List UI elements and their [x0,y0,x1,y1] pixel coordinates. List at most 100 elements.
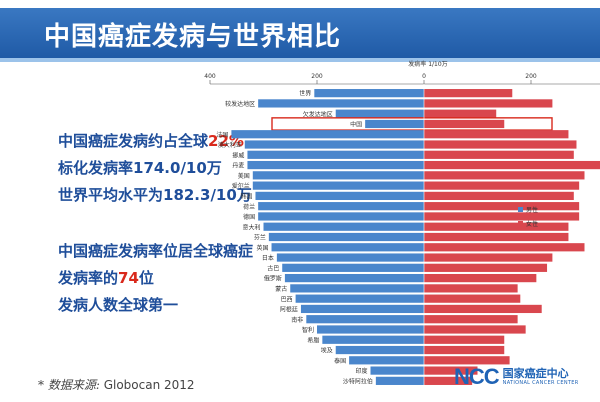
x-tick-label: 400 [204,73,216,80]
bar-female [424,119,505,129]
bar-female [424,253,553,262]
category-label: 南非 [291,316,303,324]
bar-male [231,130,424,139]
bar-male [247,160,424,170]
source-value: Globocan 2012 [103,378,195,392]
bar-male [335,109,424,118]
bar-female [424,304,542,314]
bar-female [424,160,600,170]
category-label: 意大利 [242,223,260,231]
bar-female [424,345,505,355]
category-label: 韩国 [240,193,252,201]
statement-share-text: 中国癌症发病约占全球 [58,132,209,150]
legend-swatch [518,207,523,212]
title-bar [0,8,600,58]
bar-male [258,212,424,221]
bar-male [375,376,424,385]
statement-china-rate: 标化发病率174.0/10万 [58,159,222,177]
category-label: 希腊 [307,336,319,344]
highlight-box-china [271,117,553,131]
bar-female [424,356,510,365]
bar-male [365,119,424,129]
bar-male [322,335,424,344]
bar-male [271,243,424,252]
category-label: 泰国 [334,357,346,365]
bar-male [252,171,424,180]
bar-female [424,243,585,252]
category-label: 英国 [257,244,269,252]
bar-female [424,315,518,324]
category-label: 挪威 [232,151,244,159]
legend-label: 男性 [526,206,538,214]
category-label: 埃及 [321,347,333,355]
category-label: 日本 [262,254,274,262]
category-label: 德国 [243,213,255,221]
category-label: 欠发达地区 [303,110,333,118]
bar-male [252,181,424,190]
bar-female [424,366,478,375]
x-tick-label: 0 [422,73,426,80]
bar-male [268,232,424,242]
statement-rank: 中国癌症发病率位居全球癌症 [58,242,254,260]
bar-female [424,284,518,293]
bar-female [424,222,569,231]
bar-male [255,191,424,201]
bar-female [424,202,580,211]
bar-female [424,140,577,149]
category-label: 古巴 [267,264,279,272]
bar-female [424,150,574,159]
logo-mark: NCC [454,364,500,390]
bar-female [424,99,553,108]
slide-title: 中国癌症发病与世界相比 [44,22,342,52]
bar-male [258,202,424,211]
bar-male [247,150,424,159]
bar-female [424,171,585,180]
ncc-logo: NCC 国家癌症中心 NATIONAL CANCER CENTER [454,364,579,390]
statement-rank-number: 74 [118,269,139,287]
bar-female [424,335,505,344]
bar-male [370,366,424,375]
legend-label: 女性 [526,220,538,228]
category-label: 澳大利亚 [218,141,242,149]
statement-rank-suffix: 位 [138,269,154,287]
bar-male [306,315,424,324]
bar-female [424,130,569,139]
bar-female [424,263,548,272]
category-label: 巴西 [281,296,293,303]
category-label: 阿根廷 [280,306,298,314]
data-source: * 数据来源: Globocan 2012 [38,376,195,393]
bar-female [424,325,526,334]
statement-cases: 发病人数全球第一 [58,296,179,314]
bar-female [424,376,473,385]
bar-female [424,294,521,303]
bar-female [424,273,537,283]
x-tick-label: 200 [311,73,323,80]
category-label: 世界 [299,90,311,98]
bar-male [276,253,424,262]
statement-world-rate: 世界平均水平为182.3/10万 [58,186,252,204]
bar-male [244,140,424,149]
category-label: 芬兰 [254,234,266,242]
logo-mark-text: NCC [454,364,500,389]
logo-name-en: NATIONAL CANCER CENTER [502,380,579,386]
bar-female [424,109,497,118]
category-label: 中国 [350,121,362,129]
bar-male [258,99,424,108]
category-label: 较发达地区 [225,100,255,108]
chart-title: 发病率 1/10万 [408,60,447,68]
legend-swatch [518,221,523,226]
bar-male [263,222,424,231]
bar-male [290,284,424,293]
category-label: 荷兰 [243,203,255,211]
statement-rank-prefix: 发病率的 [58,269,119,287]
bar-male [335,345,424,355]
x-tick-label: 200 [525,73,537,80]
category-label: 爱尔兰 [232,182,250,190]
logo-text: 国家癌症中心 NATIONAL CANCER CENTER [499,367,579,387]
bar-female [424,232,569,242]
bar-male [284,273,424,283]
category-label: 沙特阿拉伯 [343,377,373,385]
logo-name-cn: 国家癌症中心 [502,367,569,380]
